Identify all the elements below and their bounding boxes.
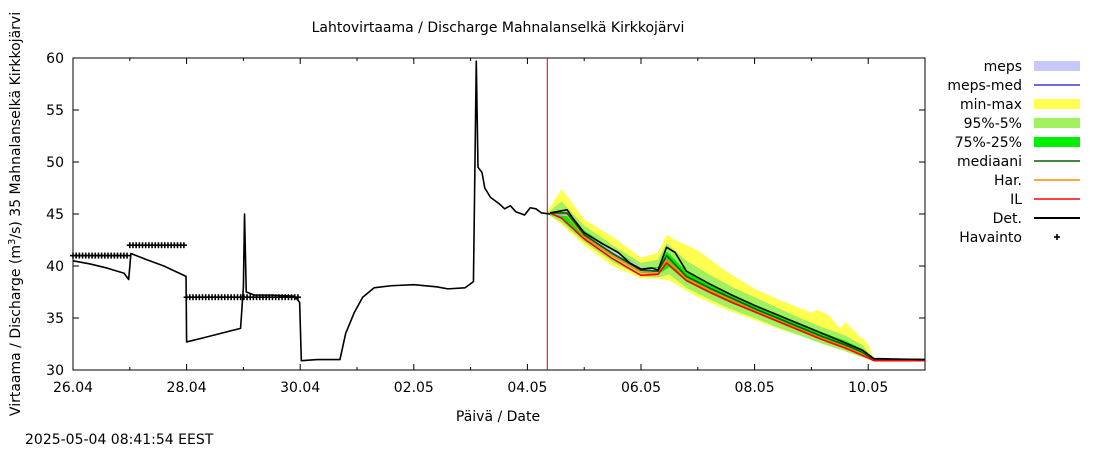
x-tick-label: 08.05 xyxy=(735,380,775,396)
legend: meps meps-med min-max 95%-5% 75%-25% mediaani… xyxy=(947,59,1080,246)
havainto-marker xyxy=(124,252,131,259)
legend-item-meps: meps xyxy=(984,59,1080,75)
y-tick-label: 45 xyxy=(46,207,64,223)
band-min-max xyxy=(547,189,925,360)
y-tick-label: 35 xyxy=(46,311,64,327)
legend-swatch xyxy=(1034,61,1080,71)
legend-label: Har. xyxy=(994,173,1022,189)
series-det-history xyxy=(72,60,551,362)
legend-swatch xyxy=(1034,137,1080,147)
legend-item-75-25: 75%-25% xyxy=(955,135,1080,151)
y-tick-label: 55 xyxy=(46,103,64,119)
legend-item-mediaani: mediaani xyxy=(957,154,1080,170)
legend-label: mediaani xyxy=(957,154,1022,170)
y-tick-label: 50 xyxy=(46,155,64,171)
legend-label: min-max xyxy=(960,97,1022,113)
havainto-markers xyxy=(70,242,301,301)
series-mediaani xyxy=(550,212,925,361)
series-det xyxy=(549,209,926,361)
forecast-bands xyxy=(547,189,925,360)
x-tick-label: 26.04 xyxy=(53,380,93,396)
legend-item-meps-med: meps-med xyxy=(947,78,1080,94)
legend-label: 75%-25% xyxy=(955,135,1022,151)
havainto-marker xyxy=(180,242,187,249)
y-axis-label: Virtaama / Discharge (m3/s) 35 Mahnalans… xyxy=(7,12,24,416)
y-tick-label: 30 xyxy=(46,363,64,379)
x-tick-label: 30.04 xyxy=(280,380,320,396)
axes: 30 35 40 45 50 55 60 26.04 28.04 30.04 02.05 04.05 0… xyxy=(46,51,926,396)
x-tick-label: 04.05 xyxy=(507,380,547,396)
legend-swatch xyxy=(1034,118,1080,128)
legend-swatch xyxy=(1034,99,1080,109)
timestamp: 2025-05-04 08:41:54 EEST xyxy=(25,432,214,448)
legend-label: meps xyxy=(984,59,1022,75)
legend-item-min-max: min-max xyxy=(960,97,1080,113)
legend-item-det: Det. xyxy=(993,211,1080,227)
chart-title: Lahtovirtaama / Discharge Mahnalanselkä … xyxy=(312,20,685,36)
x-tick-label: 28.04 xyxy=(167,380,207,396)
legend-item-95-5: 95%-5% xyxy=(964,116,1080,132)
legend-label: meps-med xyxy=(947,78,1022,94)
legend-item-il: IL xyxy=(1010,192,1080,208)
series-il xyxy=(549,212,925,362)
x-axis-label: Päivä / Date xyxy=(456,409,540,425)
x-tick-label: 02.05 xyxy=(394,380,434,396)
y-tick-label: 60 xyxy=(46,51,64,67)
x-tick-label: 10.05 xyxy=(848,380,888,396)
legend-label: 95%-5% xyxy=(964,116,1022,132)
series-lines xyxy=(72,60,926,362)
legend-label: Det. xyxy=(993,211,1022,227)
series-har xyxy=(550,212,925,361)
y-tick-label: 40 xyxy=(46,259,64,275)
legend-item-havainto: Havainto xyxy=(959,230,1060,246)
havainto-marker xyxy=(294,294,301,301)
x-tick-label: 06.05 xyxy=(621,380,661,396)
legend-label: IL xyxy=(1010,192,1022,208)
legend-label: Havainto xyxy=(959,230,1022,246)
legend-item-har: Har. xyxy=(994,173,1080,189)
